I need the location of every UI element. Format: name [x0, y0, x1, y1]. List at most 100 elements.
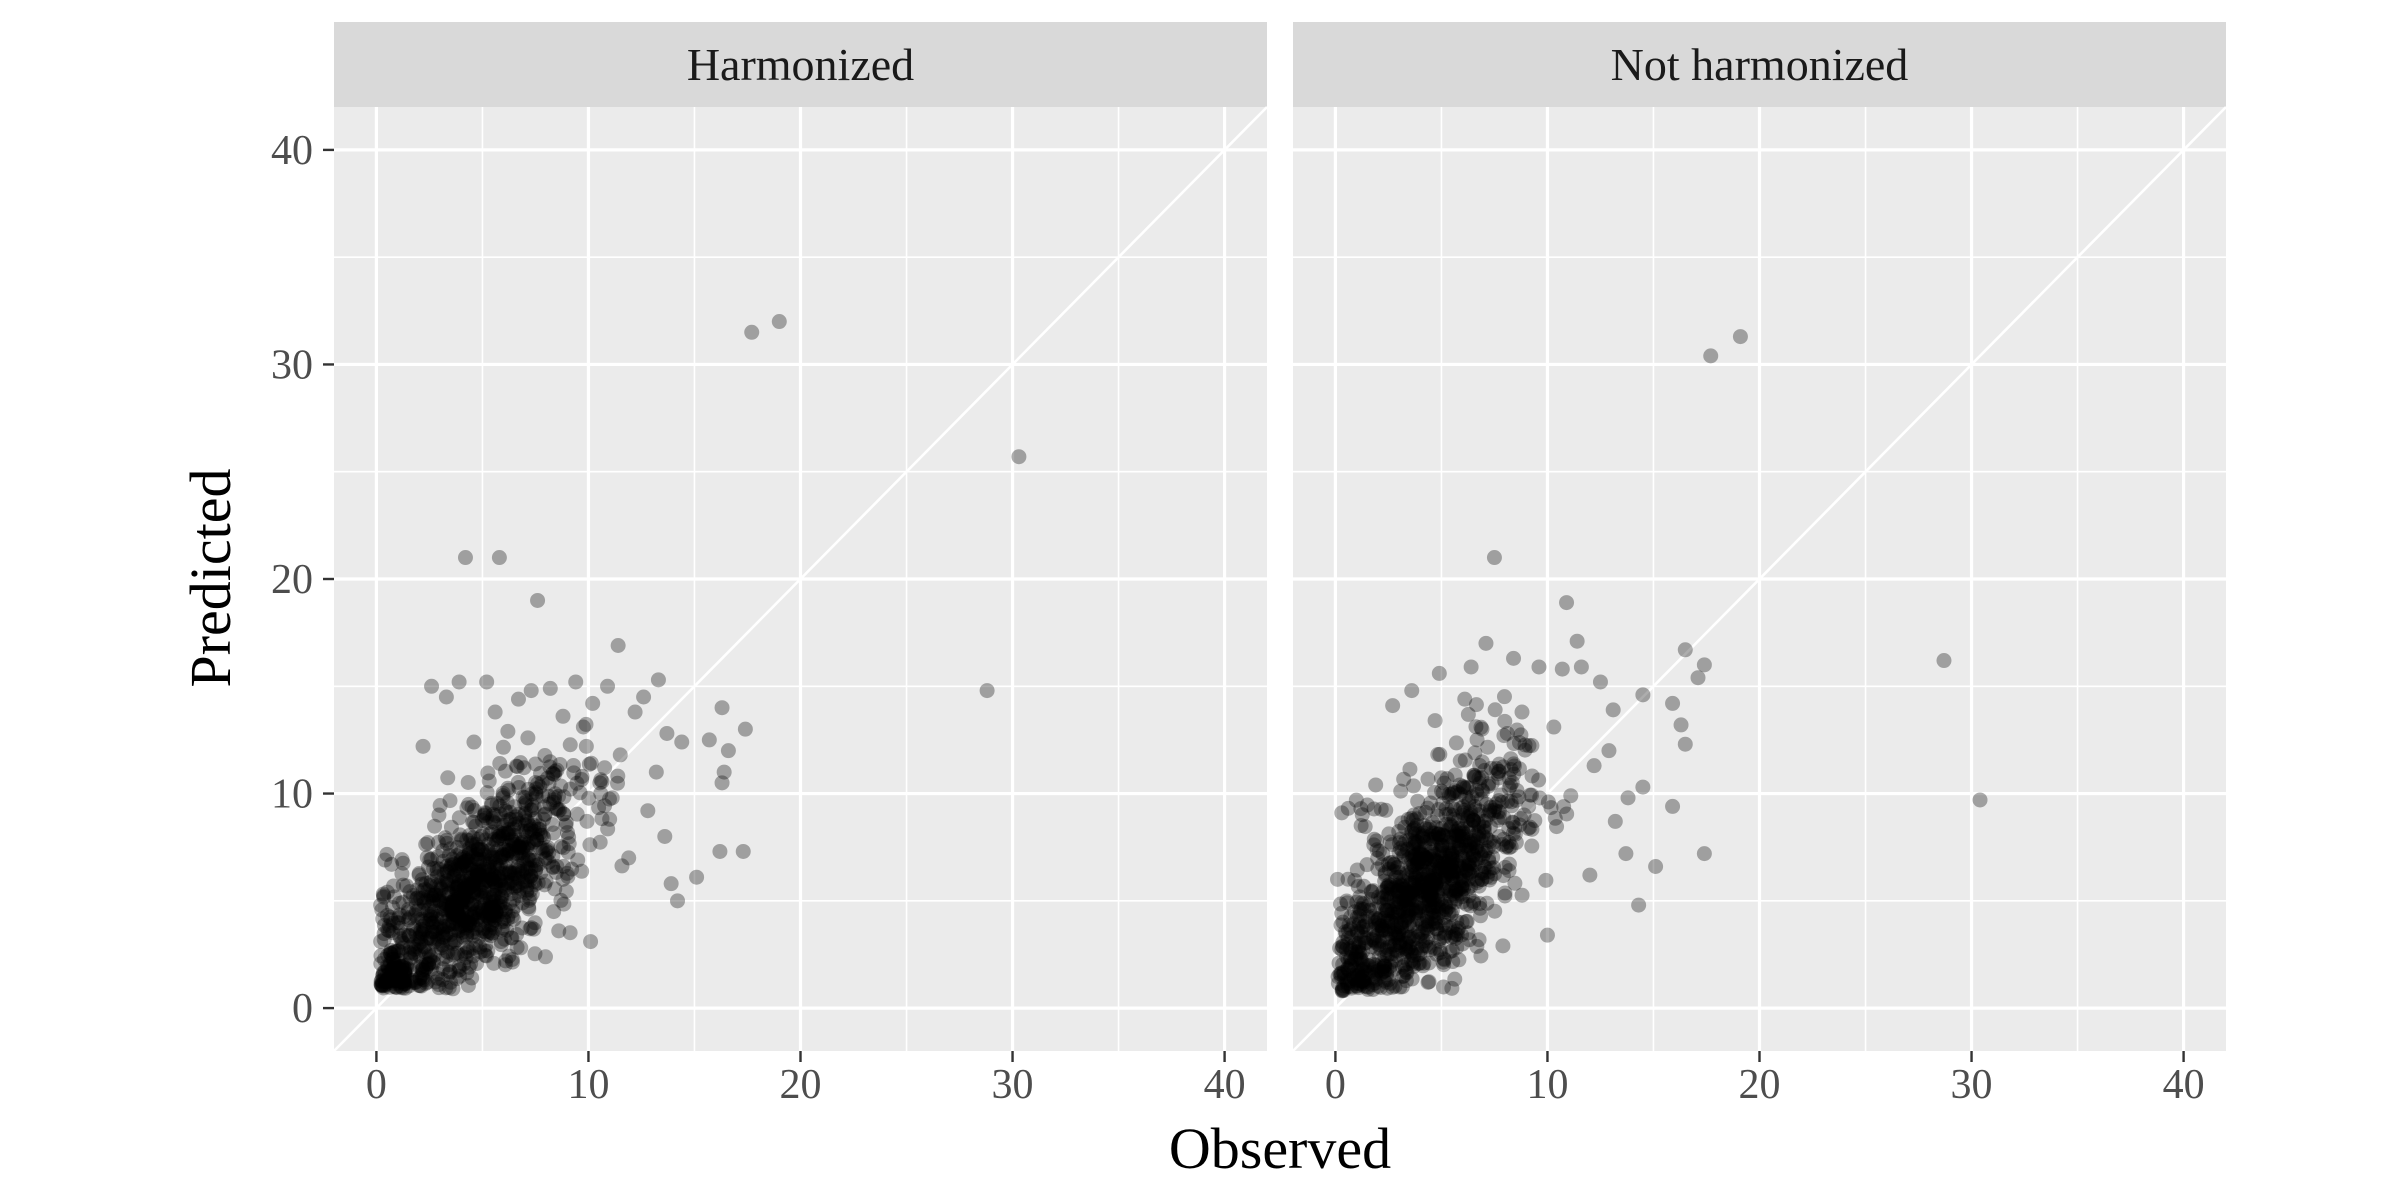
- data-point: [1449, 784, 1465, 800]
- data-point: [1428, 921, 1444, 937]
- data-point: [431, 936, 447, 952]
- data-point: [1435, 954, 1451, 970]
- data-point: [1476, 813, 1492, 829]
- data-point: [1389, 912, 1405, 928]
- data-point: [398, 878, 414, 894]
- data-point: [1422, 882, 1438, 898]
- data-point: [1396, 895, 1412, 911]
- data-point: [1421, 888, 1437, 904]
- data-point: [377, 976, 393, 992]
- data-point: [1396, 836, 1412, 852]
- data-point: [1358, 922, 1374, 938]
- data-point: [542, 680, 558, 696]
- data-point: [555, 708, 571, 724]
- data-point: [1359, 930, 1375, 946]
- data-point: [373, 973, 389, 989]
- data-point: [1404, 683, 1420, 699]
- data-point: [1497, 713, 1513, 729]
- x-axis-harmonized: 0 10 20 30 40: [366, 1051, 1246, 1108]
- data-point: [499, 842, 515, 858]
- data-point: [413, 934, 429, 950]
- data-point: [1380, 906, 1396, 922]
- data-point: [454, 917, 470, 933]
- data-point: [1395, 904, 1411, 920]
- data-point: [1429, 855, 1445, 871]
- data-point: [549, 858, 565, 874]
- data-point: [1363, 891, 1379, 907]
- data-point: [1494, 794, 1510, 810]
- data-point: [448, 916, 464, 932]
- data-point: [1445, 785, 1461, 801]
- data-point: [1389, 926, 1405, 942]
- data-point: [1416, 885, 1432, 901]
- data-point: [714, 700, 730, 716]
- data-point: [1696, 657, 1712, 673]
- data-point: [459, 889, 475, 905]
- data-point: [391, 943, 407, 959]
- data-point: [508, 898, 524, 914]
- data-point: [1452, 870, 1468, 886]
- data-point: [515, 874, 531, 890]
- data-point: [1426, 846, 1442, 862]
- data-point: [1371, 915, 1387, 931]
- data-point: [1412, 955, 1428, 971]
- data-point: [438, 874, 454, 890]
- data-point: [451, 959, 467, 975]
- data-point: [1342, 958, 1358, 974]
- data-point: [1445, 918, 1461, 934]
- data-point: [1398, 833, 1414, 849]
- data-point: [1330, 969, 1346, 985]
- data-point: [1391, 823, 1407, 839]
- data-point: [1420, 888, 1436, 904]
- data-point: [602, 811, 618, 827]
- data-point: [1411, 879, 1427, 895]
- data-point: [1405, 849, 1421, 865]
- data-point: [1347, 951, 1363, 967]
- data-point: [1451, 839, 1467, 855]
- data-point: [1445, 954, 1461, 970]
- data-point: [474, 842, 490, 858]
- data-point: [1400, 941, 1416, 957]
- data-point: [407, 941, 423, 957]
- data-point: [610, 768, 626, 784]
- data-point: [1420, 923, 1436, 939]
- data-point: [1559, 595, 1575, 611]
- data-point: [523, 868, 539, 884]
- data-point: [1420, 930, 1436, 946]
- data-point: [1424, 916, 1440, 932]
- data-point: [1430, 826, 1446, 842]
- data-point: [534, 840, 550, 856]
- data-point: [455, 910, 471, 926]
- data-point: [1451, 833, 1467, 849]
- data-point: [472, 905, 488, 921]
- data-point: [486, 874, 502, 890]
- data-point: [449, 863, 465, 879]
- data-point: [454, 872, 470, 888]
- data-point: [1437, 855, 1453, 871]
- data-point: [1434, 902, 1450, 918]
- data-point: [493, 848, 509, 864]
- data-point: [1413, 856, 1429, 872]
- data-point: [507, 816, 523, 832]
- data-point: [1390, 929, 1406, 945]
- data-point: [392, 907, 408, 923]
- data-point: [1408, 881, 1424, 897]
- data-point: [1406, 807, 1422, 823]
- data-point: [1441, 920, 1457, 936]
- data-point: [436, 929, 452, 945]
- data-point: [1458, 914, 1474, 930]
- data-point: [503, 886, 519, 902]
- data-point: [1490, 766, 1506, 782]
- data-point: [397, 980, 413, 996]
- data-point: [481, 900, 497, 916]
- data-point: [502, 895, 518, 911]
- data-point: [1433, 896, 1449, 912]
- data-point: [462, 888, 478, 904]
- data-point: [397, 969, 413, 985]
- data-point: [461, 866, 477, 882]
- data-point: [511, 884, 527, 900]
- data-point: [411, 936, 427, 952]
- data-point: [528, 832, 544, 848]
- data-point: [443, 934, 459, 950]
- data-point: [448, 893, 464, 909]
